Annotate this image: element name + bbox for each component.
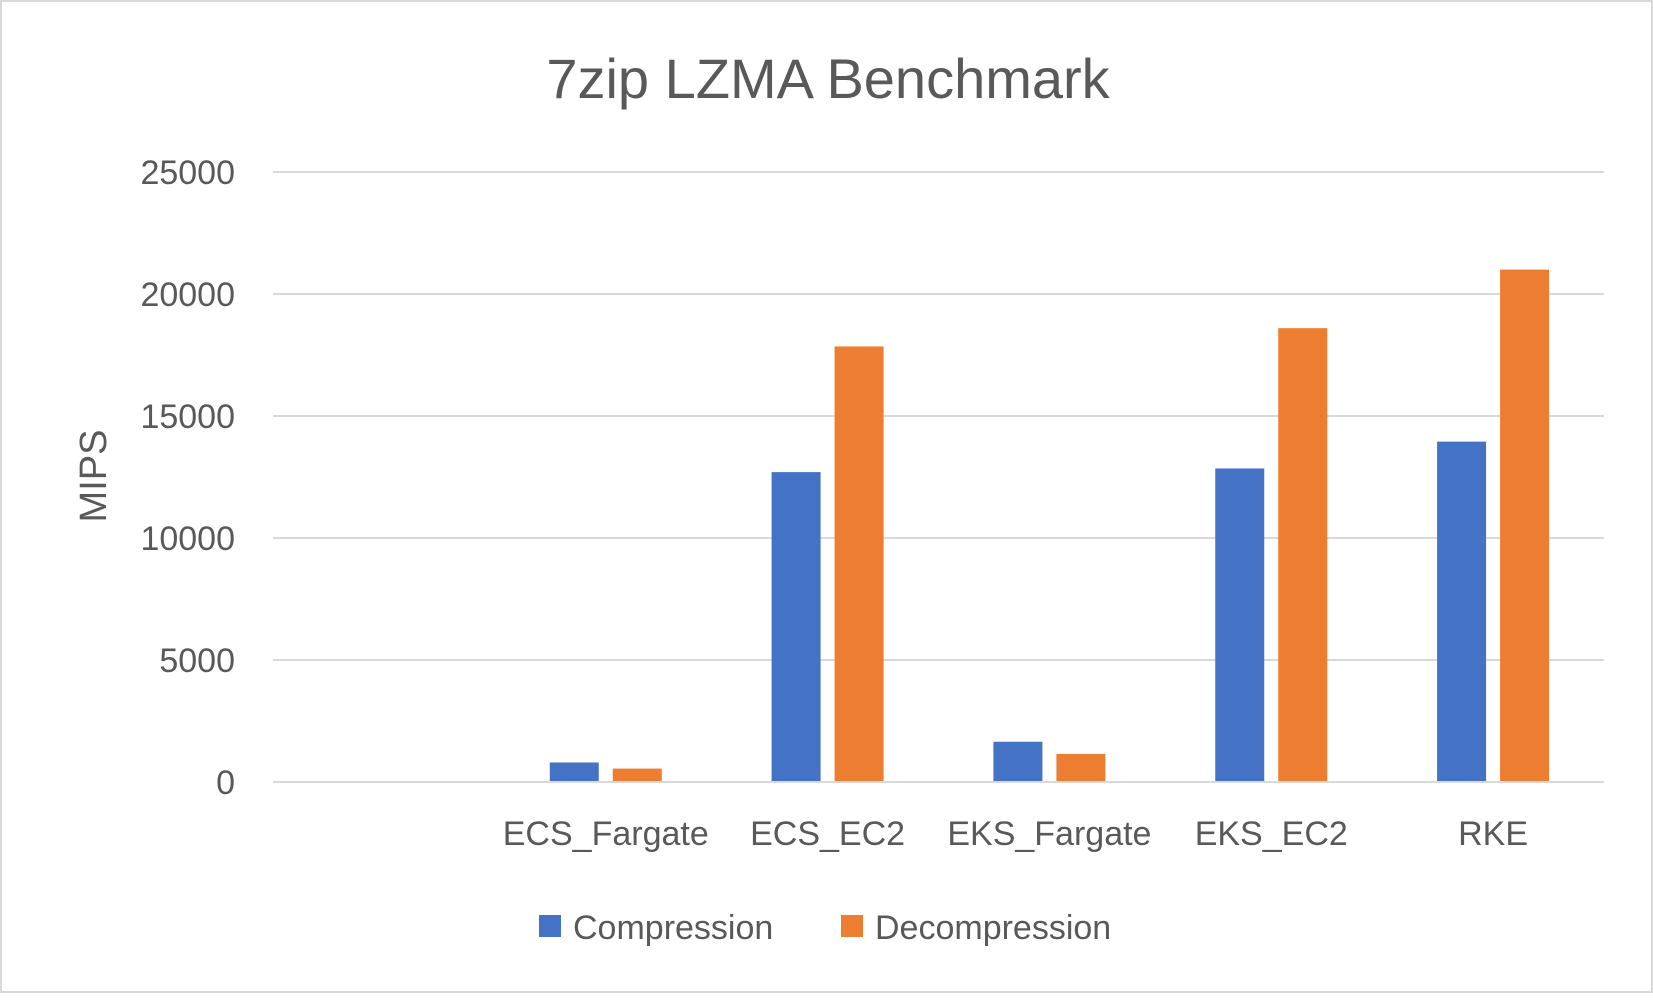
bar-decompression-ecs-fargate [612,768,662,782]
legend-label-decompression: Decompression [875,909,1111,947]
y-tick-label: 5000 [159,642,235,680]
bar-compression-eks-ec2 [1215,468,1265,782]
y-tick-label: 20000 [140,276,235,314]
y-tick-label: 25000 [140,154,235,192]
bars [549,269,1550,783]
legend-swatch-decompression [841,915,863,937]
x-axis-labels: ECS_Fargate ECS_EC2 EKS_Fargate EKS_EC2 RKE [503,815,1528,853]
y-axis-ticks: 0 5000 10000 15000 20000 25000 [140,154,235,802]
x-category-label: ECS_Fargate [503,815,709,853]
bar-decompression-eks-fargate [1056,753,1106,782]
chart-title: 7zip LZMA Benchmark [546,47,1110,110]
bar-compression-ecs-ec2 [771,472,821,782]
bar-compression-eks-fargate [993,741,1043,782]
x-category-label: ECS_EC2 [750,815,905,853]
gridlines [273,171,1604,661]
bar-decompression-rke [1500,269,1550,783]
bar-compression-rke [1437,441,1487,782]
y-tick-label: 15000 [140,398,235,436]
y-axis-title: MIPS [73,430,115,523]
x-category-label: RKE [1458,815,1528,853]
legend: Compression Decompression [539,909,1111,947]
legend-label-compression: Compression [573,909,773,947]
y-tick-label: 0 [216,764,235,802]
x-category-label: EKS_EC2 [1195,815,1348,853]
bar-decompression-eks-ec2 [1278,328,1328,782]
y-tick-label: 10000 [140,520,235,558]
bar-compression-ecs-fargate [549,762,599,782]
bar-decompression-ecs-ec2 [834,346,884,782]
legend-swatch-compression [539,915,561,937]
x-category-label: EKS_Fargate [947,815,1151,853]
